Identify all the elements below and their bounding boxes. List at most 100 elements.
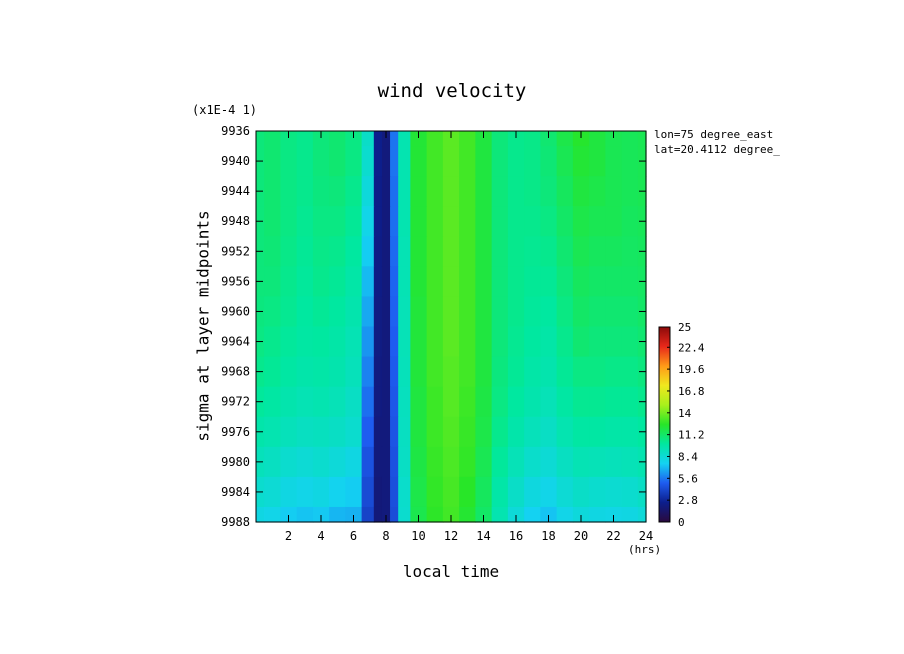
heatmap-cell (312, 296, 330, 328)
heatmap-cell (264, 296, 281, 328)
heatmap-cell (280, 146, 298, 177)
heatmap-cell (264, 356, 281, 388)
heatmap-cell (329, 446, 346, 478)
heatmap-cell (589, 296, 606, 328)
heatmap-cell (398, 236, 411, 267)
heatmap-cell (621, 326, 639, 358)
heatmap-cell (475, 176, 493, 207)
heatmap-cell (345, 206, 363, 237)
heatmap-cell (442, 386, 460, 418)
heatmap-cell (491, 131, 509, 147)
heatmap-cell (373, 446, 383, 478)
heatmap-cell (572, 386, 590, 418)
heatmap-cell (390, 131, 399, 147)
heatmap-cell (264, 266, 281, 298)
heatmap-cell (373, 266, 383, 298)
heatmap-cell (345, 506, 363, 523)
heatmap-cell (475, 416, 493, 448)
heatmap-cell (329, 356, 346, 388)
heatmap-cell (442, 296, 460, 328)
heatmap-cell (329, 506, 346, 523)
heatmap-cell (491, 446, 509, 478)
heatmap-cell (373, 236, 383, 267)
heatmap-cell (491, 146, 509, 177)
heatmap-cell (475, 506, 493, 523)
heatmap-cell (426, 446, 444, 478)
heatmap-cell (390, 446, 399, 478)
y-tick-label: 9988 (221, 515, 250, 529)
heatmap-cell (507, 131, 525, 147)
heatmap-cell (524, 206, 541, 237)
heatmap-cell (621, 296, 639, 328)
heatmap-cell (373, 356, 383, 388)
heatmap-cell (426, 476, 444, 508)
heatmap-cell (280, 236, 298, 267)
heatmap-cell (426, 326, 444, 358)
heatmap-cell (426, 131, 444, 147)
heatmap-cell (426, 356, 444, 388)
heatmap-cell (605, 131, 623, 147)
heatmap-cell (373, 386, 383, 418)
heatmap-cell (605, 296, 623, 328)
x-tick-label: 24 (639, 529, 653, 543)
heatmap-cell (442, 146, 460, 177)
heatmap-cell (381, 176, 391, 207)
heatmap-cell (381, 416, 391, 448)
heatmap-cell (637, 131, 647, 147)
heatmap-cell (589, 131, 606, 147)
y-tick-label: 9940 (221, 154, 250, 168)
heatmap-cell (373, 506, 383, 523)
heatmap-cell (264, 176, 281, 207)
heatmap-cell (398, 476, 411, 508)
heatmap-cell (459, 131, 476, 147)
heatmap-cell (459, 356, 476, 388)
heatmap-cell (390, 176, 399, 207)
heatmap-cell (442, 266, 460, 298)
heatmap-cell (556, 386, 574, 418)
heatmap-cell (572, 356, 590, 388)
x-tick-label: 6 (350, 529, 357, 543)
heatmap-cell (280, 206, 298, 237)
x-tick-label: 14 (476, 529, 490, 543)
heatmap-cell (556, 236, 574, 267)
heatmap-cell (507, 236, 525, 267)
scale-note: (x1E-4 1) (192, 103, 258, 117)
x-axis-label: local time (402, 562, 500, 581)
heatmap-cell (524, 176, 541, 207)
heatmap-cell (312, 266, 330, 298)
heatmap-cell (280, 476, 298, 508)
heatmap-cell (507, 266, 525, 298)
heatmap-cell (390, 146, 399, 177)
heatmap-cell (280, 296, 298, 328)
heatmap-cell (296, 446, 314, 478)
heatmap-cell (280, 386, 298, 418)
heatmap-cell (381, 476, 391, 508)
heatmap-cell (426, 176, 444, 207)
heatmap-cell (280, 176, 298, 207)
heatmap-cell (475, 146, 493, 177)
heatmap-cell (589, 506, 606, 523)
heatmap-cell (345, 326, 363, 358)
x-axis-unit: (hrs) (628, 543, 662, 556)
heatmap-cell (264, 326, 281, 358)
heatmap-cell (507, 356, 525, 388)
x-tick-label: 22 (606, 529, 620, 543)
heatmap-cell (556, 131, 574, 147)
colorbar-tick-label: 0 (678, 516, 685, 529)
heatmap-cell (280, 266, 298, 298)
heatmap-cell (605, 476, 623, 508)
heatmap-cell (572, 326, 590, 358)
heatmap-cell (398, 446, 411, 478)
heatmap-cell (540, 236, 558, 267)
heatmap-cell (373, 206, 383, 237)
heatmap-cell (475, 476, 493, 508)
heatmap-cell (621, 176, 639, 207)
heatmap-cell (329, 236, 346, 267)
heatmap-cell (540, 266, 558, 298)
heatmap-cell (572, 416, 590, 448)
heatmap-cell (540, 146, 558, 177)
heatmap-cell (589, 236, 606, 267)
heatmap-cell (381, 296, 391, 328)
heatmap-cell (621, 131, 639, 147)
